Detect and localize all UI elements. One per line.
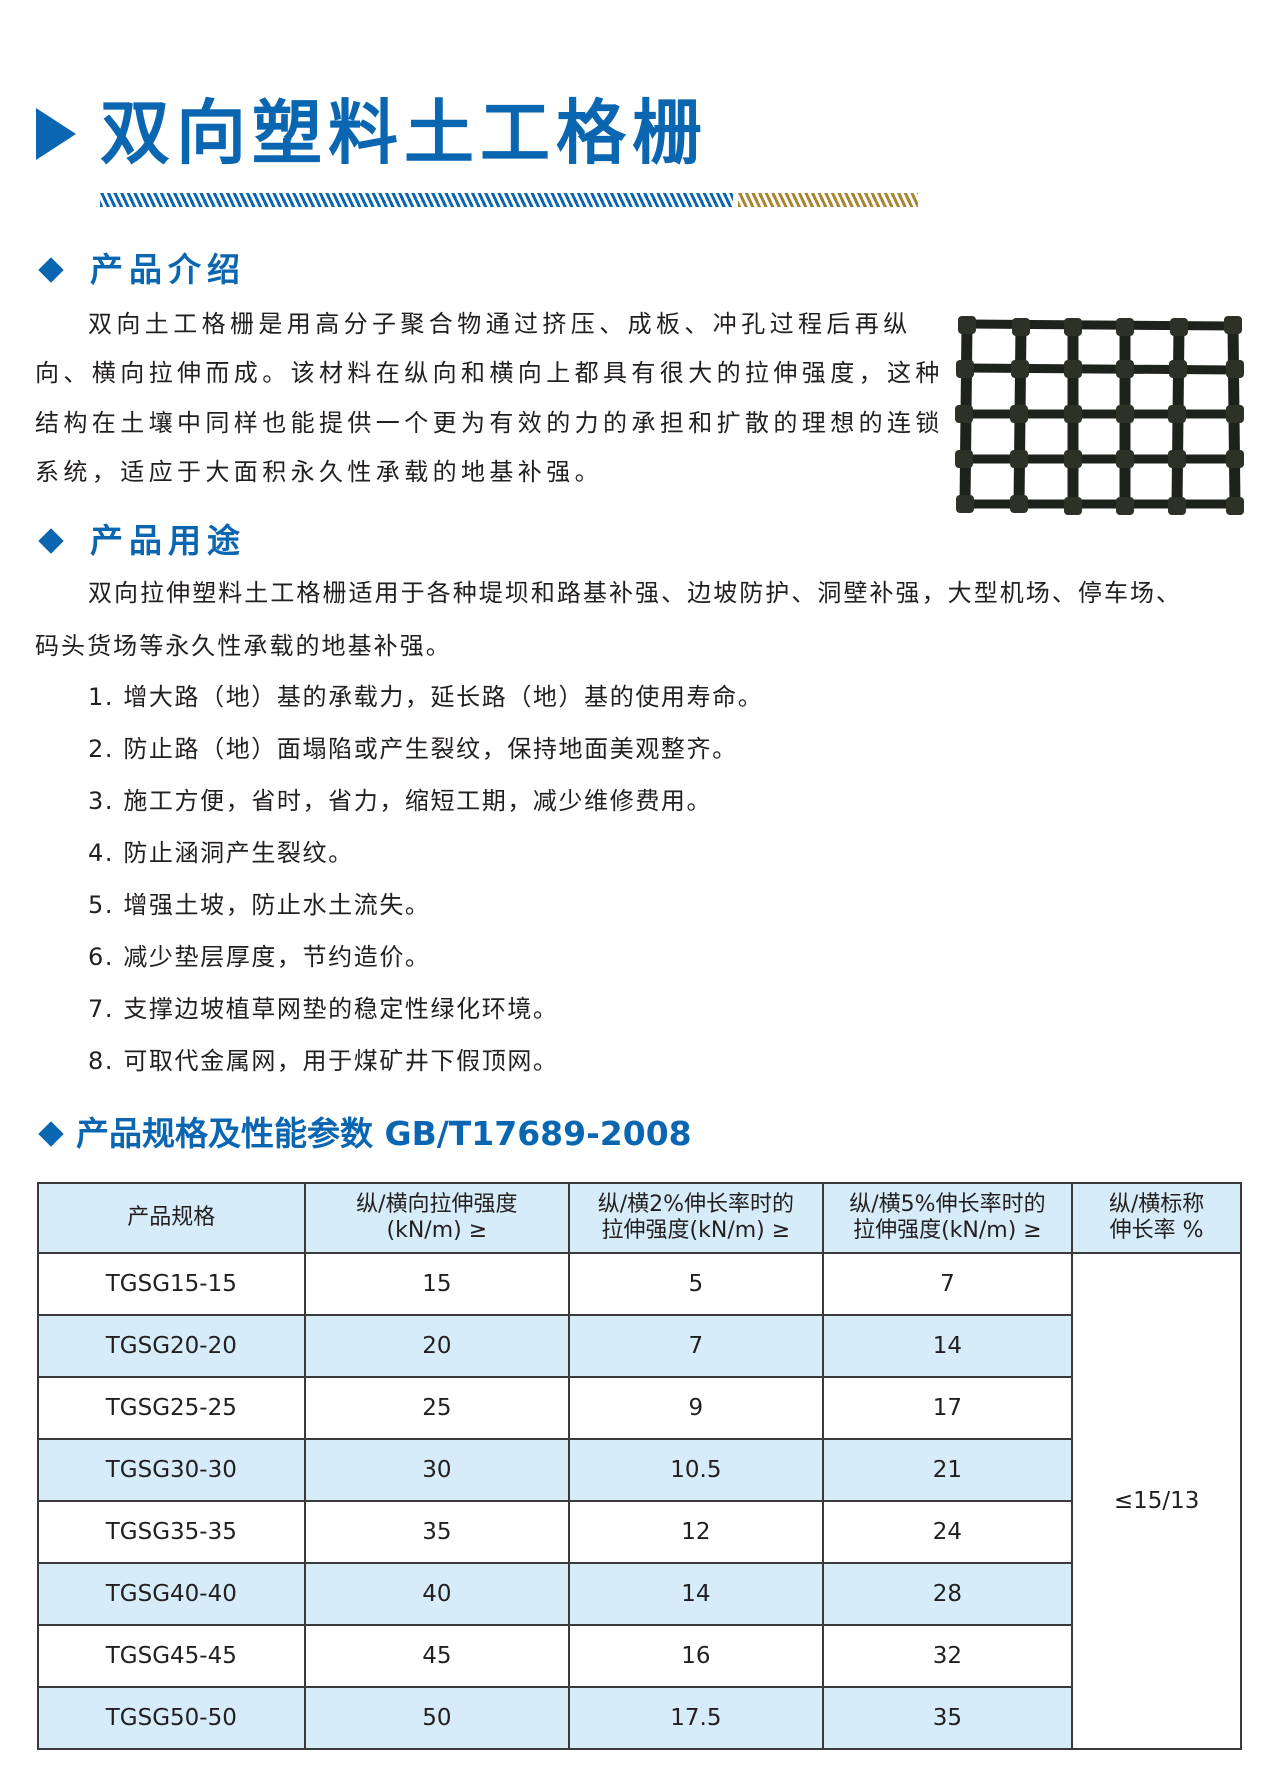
section-heading-text: 产品用途	[90, 521, 246, 560]
header-tensile-2pct: 纵/横2%伸长率时的 拉伸强度(kN/m) ≥	[568, 1182, 824, 1254]
usage-list-item: 7. 支撑边坡植草网垫的稳定性绿化环境。	[88, 995, 559, 1023]
section-heading-intro: 产品介绍	[38, 250, 246, 290]
diamond-bullet-icon	[38, 527, 64, 554]
page-title: 双向塑料土工格栅	[100, 91, 708, 174]
usage-list-item: 2. 防止路（地）面塌陷或产生裂纹，保持地面美观整齐。	[88, 735, 738, 763]
cell-tensile: 20	[303, 1314, 571, 1378]
cell-tensile-5pct: 17	[821, 1376, 1074, 1440]
geogrid-product-image	[955, 316, 1244, 515]
intro-line: 向、横向拉伸而成。该材料在纵向和横向上都具有很大的拉伸强度，这种	[35, 359, 944, 387]
table-header-row: 产品规格 纵/横向拉伸强度 (kN/m) ≥ 纵/横2%伸长率时的 拉伸强度(kN/…	[37, 1182, 1242, 1254]
intro-line: 系统，适应于大面积永久性承载的地基补强。	[35, 458, 603, 486]
cell-tensile-2pct: 9	[568, 1376, 824, 1440]
header-elongation: 纵/横标称 伸长率 %	[1071, 1182, 1242, 1254]
cell-tensile: 40	[303, 1562, 571, 1626]
title-underline-gold	[738, 193, 918, 207]
intro-line: 双向土工格栅是用高分子聚合物通过挤压、成板、冲孔过程后再纵	[88, 310, 912, 338]
cell-tensile: 50	[303, 1686, 571, 1750]
diamond-bullet-icon	[38, 1120, 64, 1147]
cell-tensile-2pct: 7	[568, 1314, 824, 1378]
section-heading-specs: 产品规格及性能参数 GB/T17689-2008	[38, 1114, 692, 1154]
cell-tensile-2pct: 10.5	[568, 1438, 824, 1502]
usage-list-item: 3. 施工方便，省时，省力，缩短工期，减少维修费用。	[88, 787, 713, 815]
cell-tensile: 30	[303, 1438, 571, 1502]
usage-list-item: 1. 增大路（地）基的承载力，延长路（地）基的使用寿命。	[88, 683, 764, 711]
cell-tensile-2pct: 16	[568, 1624, 824, 1688]
cell-tensile-2pct: 5	[568, 1252, 824, 1316]
table-row: TGSG25-25 25 9 17	[37, 1376, 1241, 1440]
table-row: TGSG45-45 45 16 32	[37, 1624, 1241, 1688]
table-row: TGSG20-20 20 7 14	[37, 1314, 1241, 1378]
usage-list-item: 6. 减少垫层厚度，节约造价。	[88, 943, 431, 971]
cell-tensile-5pct: 35	[821, 1686, 1074, 1750]
cell-tensile: 45	[303, 1624, 571, 1688]
cell-tensile: 35	[303, 1500, 571, 1564]
title-underline-blue	[100, 193, 733, 207]
header-spec: 产品规格	[37, 1182, 306, 1254]
cell-spec: TGSG40-40	[37, 1562, 306, 1626]
usage-line: 码头货场等永久性承载的地基补强。	[35, 632, 452, 660]
usage-list-item: 8. 可取代金属网，用于煤矿井下假顶网。	[88, 1047, 559, 1075]
cell-spec: TGSG35-35	[37, 1500, 306, 1564]
usage-list-item: 4. 防止涵洞产生裂纹。	[88, 839, 354, 867]
cell-spec: TGSG30-30	[37, 1438, 306, 1502]
cell-spec: TGSG20-20	[37, 1314, 306, 1378]
cell-tensile-5pct: 24	[821, 1500, 1074, 1564]
cell-tensile-2pct: 17.5	[568, 1686, 824, 1750]
usage-line: 双向拉伸塑料土工格栅适用于各种堤坝和路基补强、边坡防护、洞壁补强，大型机场、停车…	[88, 579, 1183, 607]
section-heading-usage: 产品用途	[38, 521, 246, 561]
intro-line: 结构在土壤中同样也能提供一个更为有效的力的承担和扩散的理想的连锁	[35, 409, 944, 437]
cell-tensile-2pct: 12	[568, 1500, 824, 1564]
cell-tensile-5pct: 14	[821, 1314, 1074, 1378]
cell-tensile: 25	[303, 1376, 571, 1440]
table-row: TGSG40-40 40 14 28	[37, 1562, 1241, 1626]
title-arrow-icon	[36, 108, 76, 160]
table-row: TGSG50-50 50 17.5 35	[37, 1686, 1241, 1750]
cell-spec: TGSG45-45	[37, 1624, 306, 1688]
cell-tensile-2pct: 14	[568, 1562, 824, 1626]
cell-tensile: 15	[303, 1252, 571, 1316]
table-row: TGSG15-15 15 5 7 ≤15/13	[37, 1252, 1242, 1750]
section-heading-text: 产品规格及性能参数 GB/T17689-2008	[76, 1114, 692, 1153]
usage-list-item: 5. 增强土坡，防止水土流失。	[88, 891, 431, 919]
header-tensile-5pct: 纵/横5%伸长率时的 拉伸强度(kN/m) ≥	[821, 1182, 1074, 1254]
cell-elongation: ≤15/13	[1071, 1252, 1242, 1750]
cell-tensile-5pct: 32	[821, 1624, 1074, 1688]
header-tensile: 纵/横向拉伸强度 (kN/m) ≥	[303, 1182, 571, 1254]
cell-spec: TGSG50-50	[37, 1686, 306, 1750]
table-row: TGSG35-35 35 12 24	[37, 1500, 1241, 1564]
cell-spec: TGSG25-25	[37, 1376, 306, 1440]
cell-spec: TGSG15-15	[37, 1252, 306, 1316]
cell-tensile-5pct: 7	[821, 1252, 1074, 1316]
diamond-bullet-icon	[38, 256, 64, 283]
section-heading-text: 产品介绍	[90, 250, 246, 289]
cell-tensile-5pct: 21	[821, 1438, 1074, 1502]
table-row: TGSG30-30 30 10.5 21	[37, 1438, 1241, 1502]
cell-tensile-5pct: 28	[821, 1562, 1074, 1626]
spec-table: 产品规格 纵/横向拉伸强度 (kN/m) ≥ 纵/横2%伸长率时的 拉伸强度(kN/…	[37, 1182, 1242, 1750]
